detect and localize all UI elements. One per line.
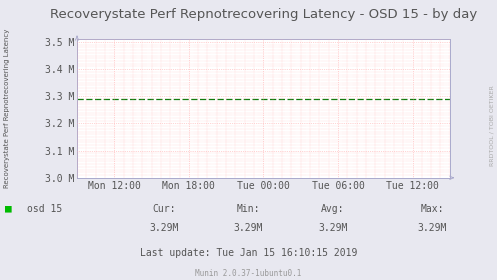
Text: Recoverystate Perf Repnotrecovering Latency: Recoverystate Perf Repnotrecovering Late… [4, 29, 10, 188]
Text: 3.29M: 3.29M [234, 223, 263, 233]
Text: Max:: Max: [420, 204, 444, 214]
Text: RRDTOOL / TOBI OETIKER: RRDTOOL / TOBI OETIKER [490, 86, 495, 166]
Text: 3.29M: 3.29M [149, 223, 179, 233]
Text: Recoverystate Perf Repnotrecovering Latency - OSD 15 - by day: Recoverystate Perf Repnotrecovering Late… [50, 8, 477, 21]
Text: Munin 2.0.37-1ubuntu0.1: Munin 2.0.37-1ubuntu0.1 [195, 269, 302, 278]
Text: ■: ■ [5, 204, 12, 214]
Text: 3.29M: 3.29M [417, 223, 447, 233]
Text: Last update: Tue Jan 15 16:10:15 2019: Last update: Tue Jan 15 16:10:15 2019 [140, 248, 357, 258]
Text: 3.29M: 3.29M [318, 223, 348, 233]
Text: Avg:: Avg: [321, 204, 345, 214]
Text: Cur:: Cur: [152, 204, 176, 214]
Text: osd 15: osd 15 [27, 204, 63, 214]
Text: Min:: Min: [237, 204, 260, 214]
